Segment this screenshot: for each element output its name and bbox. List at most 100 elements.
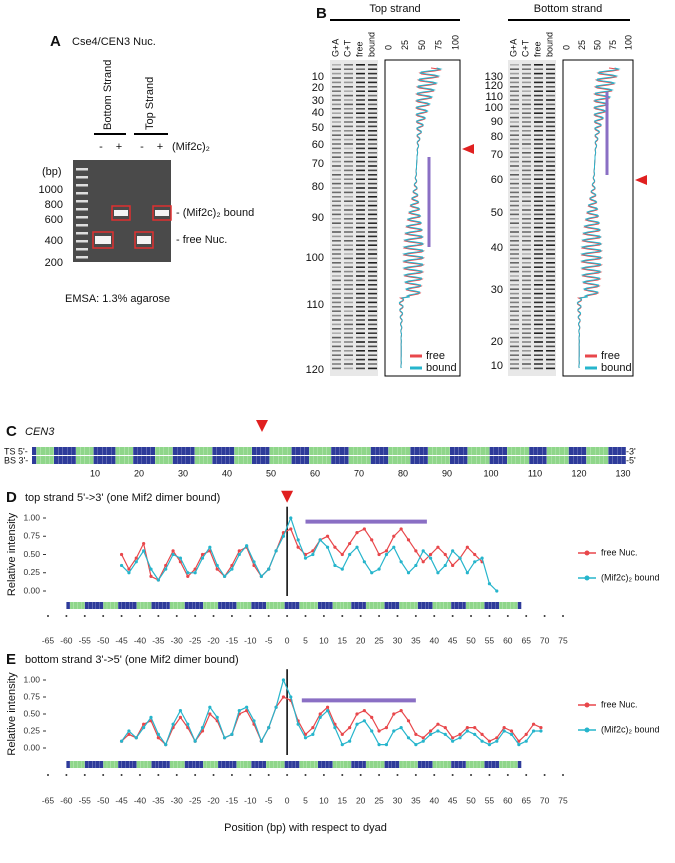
gel-band: [344, 99, 353, 101]
base: [336, 602, 340, 609]
gel-band: [332, 134, 341, 136]
gel-band: [356, 196, 365, 198]
gel-band: [546, 108, 555, 110]
gel-band: [510, 108, 519, 110]
position-label: 110: [485, 91, 503, 103]
gel-band: [510, 336, 519, 339]
base: [77, 761, 81, 768]
base: [612, 456, 617, 464]
base: [309, 456, 314, 464]
base: [184, 602, 189, 609]
legend-label: (Mif2c)₂ bound: [601, 724, 660, 734]
base: [295, 761, 300, 768]
gel-band: [356, 116, 365, 119]
gel-band: [368, 178, 377, 180]
gel-band: [332, 196, 341, 198]
gel-band: [534, 266, 543, 268]
x-tick: [341, 615, 344, 617]
base: [125, 602, 130, 609]
base: [473, 602, 477, 609]
point: [186, 574, 190, 579]
gel-band: [510, 292, 519, 295]
gel-band: [522, 156, 531, 158]
gel-band: [510, 218, 519, 220]
gel-band: [332, 191, 341, 194]
gel-band: [522, 218, 531, 220]
base: [221, 602, 226, 609]
base: [118, 761, 122, 768]
gel-band: [546, 116, 555, 119]
gel-band: [510, 244, 519, 246]
gel-band: [332, 262, 341, 264]
size-marker: 200: [45, 257, 63, 269]
gel-band: [344, 130, 353, 132]
gel-band: [356, 319, 365, 321]
base: [499, 761, 503, 768]
gel-band: [356, 156, 365, 158]
point: [208, 545, 212, 549]
series-line: [121, 528, 483, 581]
base: [608, 456, 613, 464]
gel-band: [356, 262, 365, 264]
point: [237, 552, 241, 557]
point: [428, 552, 433, 557]
point: [406, 538, 411, 542]
base: [67, 447, 72, 455]
point: [193, 739, 197, 743]
position-label: 30: [491, 284, 503, 296]
base: [303, 761, 307, 768]
gel-band: [510, 314, 519, 317]
gel-band: [534, 301, 543, 304]
base: [89, 456, 94, 464]
gel-band: [332, 108, 341, 110]
gel-band: [534, 121, 543, 123]
base: [181, 447, 186, 455]
x-tick-label: 45: [448, 635, 458, 645]
x-tick-label: 75: [558, 795, 568, 805]
base: [36, 456, 41, 464]
gel-band: [510, 354, 519, 356]
base: [214, 602, 218, 609]
gel-band: [356, 121, 365, 123]
base: [221, 456, 226, 464]
gel-band: [368, 332, 377, 334]
base: [480, 456, 485, 464]
base: [379, 456, 384, 464]
gel-band: [522, 165, 531, 167]
base: [159, 456, 164, 464]
ladder-band: [76, 240, 88, 243]
gel-band: [368, 169, 377, 172]
gel-band: [344, 301, 353, 304]
point: [186, 571, 190, 575]
position-label: 10: [491, 360, 503, 372]
gel-band: [356, 288, 365, 290]
gel-band: [344, 341, 353, 343]
base: [206, 761, 211, 768]
base: [520, 447, 525, 455]
base: [399, 761, 403, 768]
gel-band: [534, 319, 543, 321]
axis-tick: 75: [434, 40, 444, 50]
base: [304, 447, 309, 455]
base: [132, 761, 137, 768]
gel-band: [344, 147, 353, 150]
x-tick: [322, 774, 325, 776]
point: [443, 726, 447, 730]
gel-band: [510, 64, 519, 66]
base: [577, 447, 582, 455]
x-tick: [120, 615, 123, 617]
base: [177, 761, 181, 768]
point: [377, 567, 381, 571]
gel-band: [522, 103, 531, 106]
base: [114, 761, 118, 768]
gel-band: [534, 196, 543, 198]
gel-band: [534, 178, 543, 180]
gel-band: [510, 187, 519, 189]
base: [71, 447, 76, 455]
gel-band: [522, 354, 531, 356]
gel-band: [522, 314, 531, 317]
position-label: 130: [485, 71, 503, 83]
gel-band: [546, 196, 555, 198]
base: [155, 761, 159, 768]
base: [516, 447, 521, 455]
